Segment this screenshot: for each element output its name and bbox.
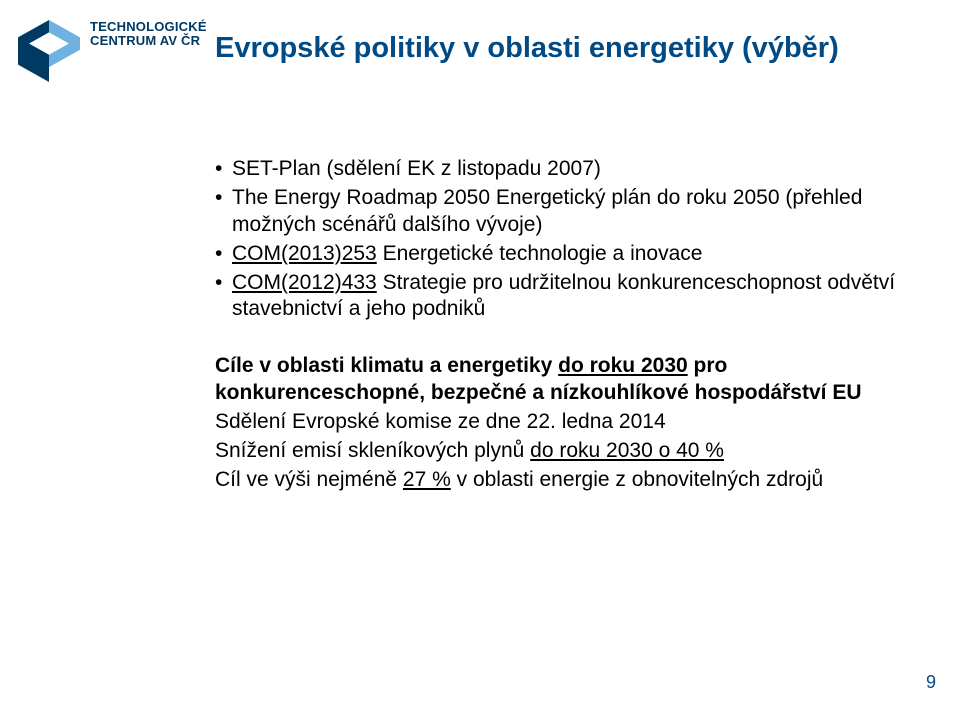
list-item: COM(2012)433 Strategie pro udržitelnou k… (215, 270, 935, 324)
list-item: The Energy Roadmap 2050 Energetický plán… (215, 185, 935, 239)
list-item: COM(2013)253 Energetické technologie a i… (215, 241, 935, 268)
goals-sub1: Sdělení Evropské komise ze dne 22. ledna… (215, 409, 935, 436)
goals-sub3: Cíl ve výši nejméně 27 % v oblasti energ… (215, 467, 935, 494)
bullet-text: SET-Plan (sdělení EK z listopadu 2007) (232, 157, 601, 180)
content: SET-Plan (sdělení EK z listopadu 2007) T… (215, 156, 935, 494)
logo-text: TECHNOLOGICKÉ CENTRUM AV ČR (90, 20, 207, 48)
logo-line2: CENTRUM AV ČR (90, 34, 207, 48)
bullet-text: The Energy Roadmap 2050 Energetický plán… (232, 186, 862, 236)
goals-sub3-underlined: 27 % (403, 468, 451, 491)
bullet-suffix: Energetické technologie a inovace (377, 242, 703, 265)
goals-block: Cíle v oblasti klimatu a energetiky do r… (215, 353, 935, 493)
page-title: Evropské politiky v oblasti energetiky (… (215, 30, 915, 68)
goals-sub3-prefix: Cíl ve výši nejméně (215, 468, 403, 491)
logo-mark-icon (18, 20, 80, 82)
goals-title-underlined: do roku 2030 (558, 354, 688, 377)
goals-sub2-prefix: Snížení emisí skleníkových plynů (215, 439, 530, 462)
goals-sub2-underlined: do roku 2030 o 40 % (530, 439, 724, 462)
page-number: 9 (926, 672, 936, 693)
goals-title-prefix: Cíle v oblasti klimatu a energetiky (215, 354, 558, 377)
goals-sub2: Snížení emisí skleníkových plynů do roku… (215, 438, 935, 465)
goals-sub3-suffix: v oblasti energie z obnovitelných zdrojů (451, 468, 823, 491)
list-item: SET-Plan (sdělení EK z listopadu 2007) (215, 156, 935, 183)
goals-title: Cíle v oblasti klimatu a energetiky do r… (215, 353, 935, 407)
bullet-list: SET-Plan (sdělení EK z listopadu 2007) T… (215, 156, 935, 323)
logo-line1: TECHNOLOGICKÉ (90, 20, 207, 34)
bullet-underlined: COM(2013)253 (232, 242, 377, 265)
bullet-underlined: COM(2012)433 (232, 271, 377, 294)
logo: TECHNOLOGICKÉ CENTRUM AV ČR (18, 20, 207, 82)
